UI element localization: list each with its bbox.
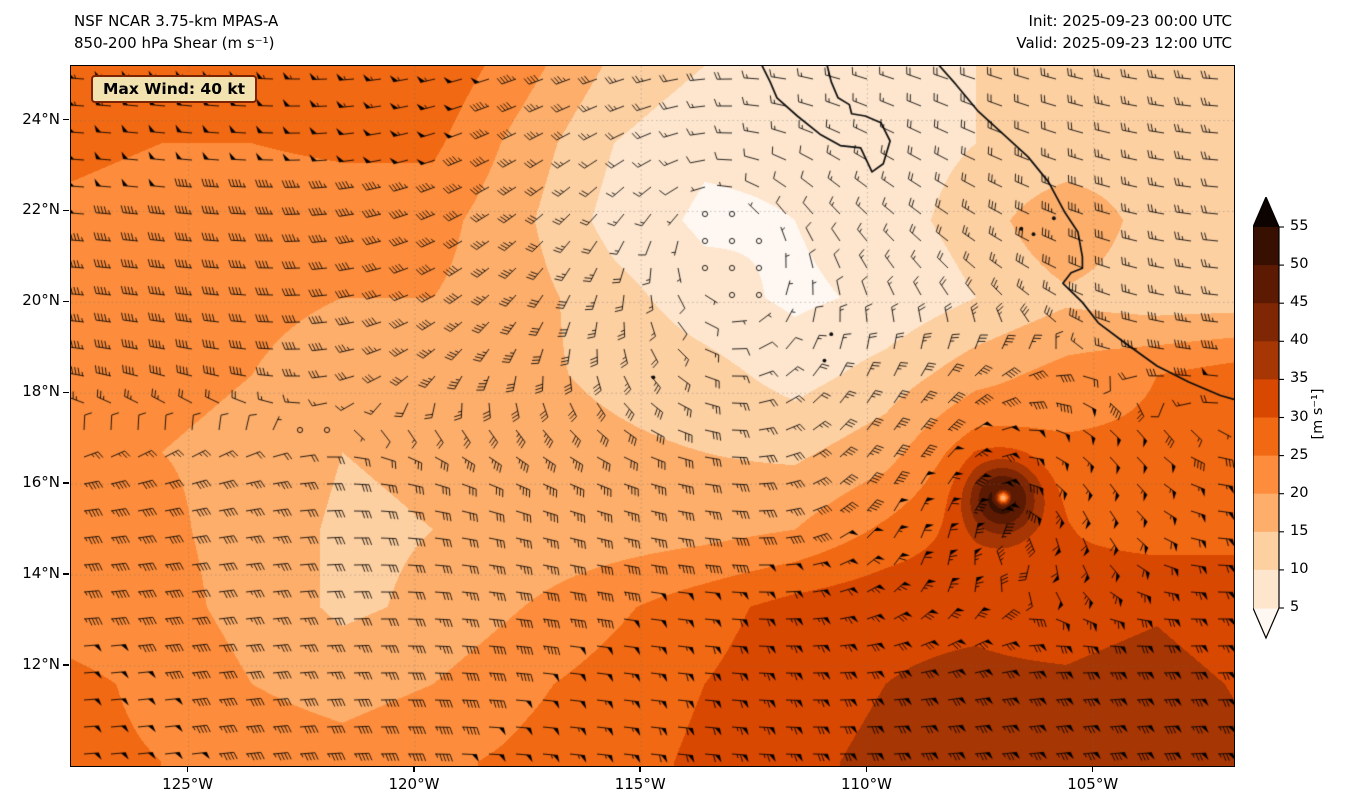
colorbar-tick-label: 20 bbox=[1290, 484, 1309, 501]
colorbar-tick-label: 10 bbox=[1290, 560, 1309, 577]
y-axis-tick bbox=[63, 118, 69, 121]
colorbar-tick-label: 40 bbox=[1290, 332, 1309, 349]
x-axis-tick bbox=[1091, 766, 1094, 772]
y-axis-tick bbox=[63, 209, 69, 212]
map-frame: Max Wind: 40 kt bbox=[70, 65, 1235, 767]
colorbar-tick-label: 50 bbox=[1290, 256, 1309, 273]
shear-map-canvas bbox=[71, 66, 1234, 766]
colorbar-tick-label: 25 bbox=[1290, 446, 1309, 463]
model-title: NSF NCAR 3.75-km MPAS-A bbox=[74, 12, 279, 30]
colorbar-tick-label: 45 bbox=[1290, 294, 1309, 311]
y-axis-tick-label: 22°N bbox=[22, 200, 60, 219]
colorbar-tick-label: 55 bbox=[1290, 218, 1309, 234]
x-axis-tick-label: 115°W bbox=[614, 775, 666, 793]
y-axis-tick-label: 24°N bbox=[22, 109, 60, 128]
x-axis-tick bbox=[865, 766, 868, 772]
y-axis-tick bbox=[63, 300, 69, 303]
x-axis-tick-label: 120°W bbox=[388, 775, 440, 793]
x-axis-tick-label: 125°W bbox=[162, 775, 214, 793]
init-time-label: Init: 2025-09-23 00:00 UTC bbox=[1028, 12, 1232, 30]
colorbar-tick-label: 15 bbox=[1290, 522, 1309, 539]
colorbar-tick-label: 30 bbox=[1290, 408, 1309, 425]
y-axis-tick-label: 14°N bbox=[22, 564, 60, 583]
figure-header-right: Init: 2025-09-23 00:00 UTC Valid: 2025-0… bbox=[1016, 10, 1232, 54]
y-axis-tick bbox=[63, 482, 69, 484]
colorbar bbox=[1252, 195, 1287, 644]
x-axis-tick bbox=[639, 766, 641, 772]
colorbar-tick-label: 35 bbox=[1290, 370, 1309, 387]
x-axis-tick bbox=[413, 766, 415, 772]
x-axis-tick bbox=[186, 766, 189, 772]
y-axis-tick-label: 16°N bbox=[22, 473, 60, 492]
y-axis-tick bbox=[63, 664, 69, 666]
y-axis-tick-label: 20°N bbox=[22, 291, 60, 310]
x-axis-tick-label: 110°W bbox=[840, 775, 892, 793]
y-axis-tick bbox=[63, 391, 69, 394]
valid-time-label: Valid: 2025-09-23 12:00 UTC bbox=[1016, 34, 1232, 52]
max-wind-annotation: Max Wind: 40 kt bbox=[91, 75, 258, 103]
y-axis-tick-label: 12°N bbox=[22, 655, 60, 673]
x-axis-tick-label: 105°W bbox=[1067, 775, 1119, 793]
field-subtitle: 850-200 hPa Shear (m s⁻¹) bbox=[74, 34, 275, 52]
y-axis-tick-label: 18°N bbox=[22, 382, 60, 401]
colorbar-unit-label: [m s⁻¹] bbox=[1310, 388, 1326, 440]
colorbar-tick-label: 5 bbox=[1290, 599, 1300, 615]
figure-header-left: NSF NCAR 3.75-km MPAS-A 850-200 hPa Shea… bbox=[74, 10, 278, 54]
y-axis-tick bbox=[63, 573, 69, 575]
